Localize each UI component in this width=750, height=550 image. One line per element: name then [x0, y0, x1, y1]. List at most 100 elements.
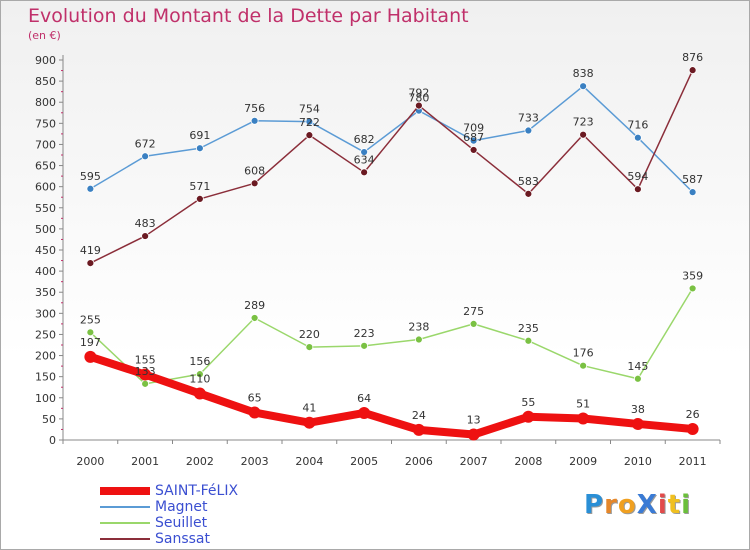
y-tick-label: 600	[35, 181, 56, 194]
data-point-magnet	[524, 126, 533, 135]
x-tick-label: 2007	[460, 455, 488, 468]
chart-title: Evolution du Montant de la Dette par Hab…	[28, 5, 469, 27]
data-label-sanssat: 583	[518, 175, 539, 188]
data-label-saint-f-lix: 13	[467, 414, 481, 427]
legend-swatch	[100, 506, 150, 508]
data-point-saint-f-lix	[577, 412, 590, 425]
data-point-saint-f-lix	[303, 416, 316, 429]
y-tick-label: 50	[42, 413, 56, 426]
data-point-seuillet	[86, 328, 95, 337]
series-line-seuillet	[89, 287, 694, 385]
y-tick-label: 450	[35, 244, 56, 257]
data-label-saint-f-lix: 41	[302, 402, 316, 415]
x-tick-label: 2008	[514, 455, 542, 468]
data-label-magnet: 691	[189, 129, 210, 142]
y-tick-label: 750	[35, 117, 56, 130]
data-label-sanssat: 876	[682, 51, 703, 64]
data-point-sanssat	[305, 131, 314, 140]
chart-axes: 0 50 100 150 200 250 300 350 400 450 500 550 600 650 7…	[35, 54, 721, 468]
data-label-magnet: 838	[573, 67, 594, 80]
y-tick-label: 100	[35, 392, 56, 405]
chart-data-labels: 595 672 691 756 754 682 780 709 733 838 716 587 255 1…	[80, 51, 703, 426]
data-label-seuillet: 145	[627, 360, 648, 373]
data-point-sanssat	[688, 66, 697, 75]
data-point-magnet	[469, 136, 478, 145]
data-point-sanssat	[524, 189, 533, 198]
x-tick-label: 2005	[350, 455, 378, 468]
data-label-seuillet: 133	[135, 365, 156, 378]
y-tick-label: 400	[35, 265, 56, 278]
data-point-saint-f-lix	[358, 406, 371, 419]
data-label-magnet: 754	[299, 103, 320, 116]
data-label-seuillet: 223	[354, 327, 375, 340]
data-point-saint-f-lix	[84, 350, 97, 363]
data-label-sanssat: 722	[299, 116, 320, 129]
y-tick-label: 700	[35, 138, 56, 151]
data-point-saint-f-lix	[248, 406, 261, 419]
data-point-magnet	[688, 188, 697, 197]
data-point-magnet	[86, 184, 95, 193]
data-point-seuillet	[305, 343, 314, 352]
data-point-sanssat	[469, 146, 478, 154]
chart-legend: SAINT-FéLIX Magnet Seuillet Sanssat	[100, 483, 300, 547]
data-label-magnet: 672	[135, 137, 156, 150]
data-label-magnet: 780	[408, 92, 429, 105]
y-tick-label: 300	[35, 307, 56, 320]
y-tick-label: 350	[35, 286, 56, 299]
chart-series	[84, 66, 699, 441]
y-tick-label: 250	[35, 328, 56, 341]
x-tick-label: 2000	[76, 455, 104, 468]
x-tick-label: 2004	[295, 455, 323, 468]
y-tick-label: 850	[35, 75, 56, 88]
data-label-magnet: 756	[244, 102, 265, 115]
data-point-magnet	[579, 82, 588, 91]
data-label-seuillet: 359	[682, 269, 703, 282]
data-label-seuillet: 176	[573, 347, 594, 360]
series-line-magnet	[89, 85, 694, 193]
data-label-sanssat: 723	[573, 116, 594, 129]
data-label-magnet: 595	[80, 170, 101, 183]
x-tick-label: 2011	[679, 455, 707, 468]
data-point-seuillet	[633, 374, 642, 383]
y-tick-label: 500	[35, 223, 56, 236]
data-point-seuillet	[579, 361, 588, 370]
data-label-magnet: 716	[627, 119, 648, 132]
data-point-seuillet	[469, 319, 478, 328]
data-label-seuillet: 156	[189, 355, 210, 368]
data-point-saint-f-lix	[139, 368, 152, 381]
x-tick-label: 2009	[569, 455, 597, 468]
data-label-seuillet: 220	[299, 328, 320, 341]
x-tick-label: 2001	[131, 455, 159, 468]
legend-item-saint-f-lix: SAINT-FéLIX	[100, 483, 300, 499]
data-point-magnet	[360, 148, 369, 156]
data-label-saint-f-lix: 197	[80, 336, 101, 349]
data-point-seuillet	[414, 335, 423, 344]
data-point-sanssat	[633, 185, 642, 194]
data-label-seuillet: 275	[463, 305, 484, 318]
x-tick-label: 2003	[241, 455, 269, 468]
data-label-sanssat: 571	[189, 180, 210, 193]
legend-label: SAINT-FéLIX	[155, 483, 239, 499]
y-tick-label: 550	[35, 202, 56, 215]
data-point-sanssat	[141, 232, 150, 240]
data-point-seuillet	[250, 314, 259, 322]
data-label-sanssat: 419	[80, 244, 101, 257]
data-point-magnet	[195, 144, 204, 153]
x-tick-label: 2002	[186, 455, 214, 468]
data-label-sanssat: 687	[463, 131, 484, 144]
data-point-saint-f-lix	[686, 423, 699, 436]
data-label-sanssat: 608	[244, 164, 265, 177]
x-tick-label: 2006	[405, 455, 433, 468]
data-point-sanssat	[195, 195, 204, 203]
data-label-saint-f-lix: 38	[631, 403, 645, 416]
legend-label: Magnet	[155, 499, 208, 515]
y-tick-label: 650	[35, 160, 56, 173]
legend-label: Sanssat	[155, 531, 210, 547]
data-point-magnet	[305, 117, 314, 126]
data-point-seuillet	[524, 336, 533, 345]
data-label-saint-f-lix: 65	[248, 392, 262, 405]
series-line-sanssat	[89, 69, 694, 264]
x-tick-label: 2010	[624, 455, 652, 468]
data-label-sanssat: 792	[408, 87, 429, 100]
